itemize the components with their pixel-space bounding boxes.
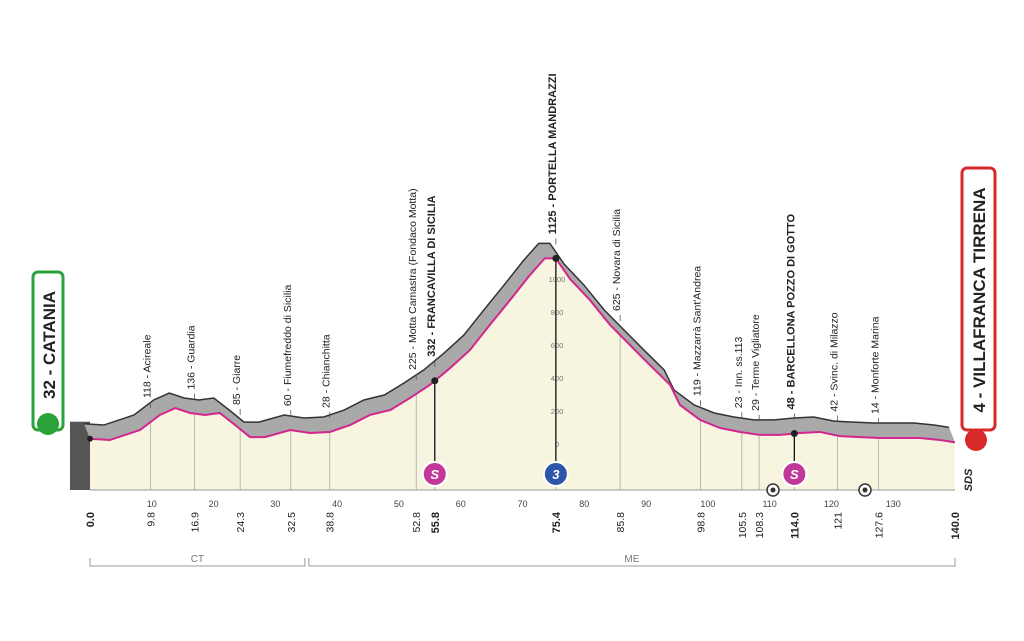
marker-circle (781, 461, 808, 487)
x-tick-label: 40 (332, 499, 342, 509)
profile-layers: 0 200 400 600 800 1000 10 20 30 40 50 60 70 80 90 100 11… (70, 73, 962, 567)
waypoint-km: 75.4 (551, 511, 563, 533)
marker-label: S (790, 467, 799, 482)
service-icon-dot (770, 487, 776, 493)
marker-label: S (430, 467, 439, 482)
waypoint-name: 28 - Chianchitta (321, 334, 333, 408)
finish-icon (965, 429, 987, 451)
marker-circle (421, 461, 448, 487)
waypoint-km: 121 (833, 512, 845, 530)
x-tick-label: 20 (209, 499, 219, 509)
waypoint-km: 98.8 (695, 512, 707, 533)
x-tick-label: 30 (270, 499, 280, 509)
x-tick-label: 90 (641, 499, 651, 509)
marker-circle (542, 461, 569, 487)
start-dot (87, 435, 93, 442)
waypoint-name: 60 - Fiumefreddo di Sicilia (282, 285, 294, 407)
x-tick-label: 10 (147, 499, 157, 509)
start-icon (37, 413, 59, 435)
waypoint-name: 29 - Terme Vigliatore (750, 314, 762, 411)
start-name: 32 - CATANIA (40, 291, 59, 399)
province-name: CT (191, 554, 204, 565)
profile-band (84, 243, 955, 443)
x-tick-label: 70 (517, 499, 527, 509)
waypoint-km: 38.8 (325, 512, 337, 533)
waypoint-name: 42 - Svinc. di Milazzo (829, 312, 841, 411)
y-tick-label: 400 (551, 374, 564, 383)
finish-name: 4 - VILLAFRANCA TIRRENA (970, 187, 989, 412)
waypoint-name: 23 - Inn. ss.113 (733, 336, 745, 408)
waypoint-km: 85.8 (615, 512, 627, 533)
waypoint-name: 136 - Guardia (185, 325, 197, 389)
x-tick-label: 100 (700, 499, 715, 509)
y-tick-label: 200 (551, 407, 564, 416)
profile-wall (70, 421, 90, 490)
profile-edge (83, 242, 950, 429)
waypoint-km: 32.5 (286, 512, 298, 533)
profile-line (89, 257, 956, 444)
start-km: 0.0 (85, 512, 97, 527)
waypoint-name: 14 - Monforte Marina (869, 316, 881, 414)
finish-km: 140.0 (950, 512, 962, 540)
y-tick-label: 800 (551, 308, 564, 317)
waypoint-dot (790, 430, 798, 438)
y-tick-label: 600 (551, 341, 564, 350)
waypoint-km: 114.0 (789, 512, 801, 539)
waypoint-name: 48 - BARCELLONA POZZO DI GOTTO (785, 213, 797, 409)
x-tick-label: 50 (394, 499, 404, 509)
waypoint-name: 332 - FRANCAVILLA DI SICILIA (426, 195, 438, 356)
waypoint-km: 16.9 (189, 512, 201, 533)
waypoint-dot (552, 254, 560, 262)
province-bracket (89, 558, 306, 567)
marker-label: 3 (552, 467, 560, 482)
waypoint-km: 9.8 (146, 512, 158, 527)
waypoint-km: 108.3 (754, 512, 766, 538)
waypoint-name: 85 - Giarre (231, 355, 243, 405)
waypoint-km: 24.3 (235, 512, 247, 533)
x-tick-label: 120 (824, 499, 839, 509)
waypoint-km: 55.8 (430, 512, 442, 533)
waypoint-name: 225 - Motta Camastra (Fondaco Motta) (407, 188, 419, 370)
waypoint-name: 118 - Acireale (142, 334, 154, 398)
waypoint-km: 105.5 (737, 512, 749, 538)
y-tick-label: 1000 (549, 275, 566, 284)
waypoint-km: 52.8 (411, 512, 423, 533)
x-tick-label: 80 (579, 499, 589, 509)
waypoint-km: 127.6 (873, 512, 885, 538)
logo: SDS (963, 468, 975, 491)
waypoint-dot (431, 377, 439, 385)
service-icon-dot (862, 487, 868, 493)
province-bracket (308, 558, 956, 567)
profile-area (90, 258, 955, 490)
y-tick-label: 0 (555, 440, 559, 449)
x-tick-label: 130 (886, 499, 901, 509)
x-tick-label: 60 (456, 499, 466, 509)
waypoint-name: 1125 - PORTELLA MANDRAZZI (547, 73, 559, 234)
province-name: ME (624, 554, 639, 565)
waypoint-name: 119 - Mazzarrà Sant'Andrea (691, 266, 703, 396)
waypoint-name: 625 - Novara di Sicilia (611, 209, 623, 311)
x-tick-label: 110 (762, 499, 776, 509)
